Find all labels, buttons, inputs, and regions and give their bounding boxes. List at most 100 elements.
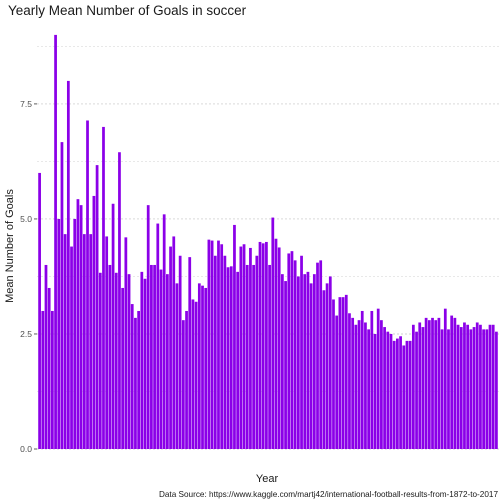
bar bbox=[268, 264, 271, 449]
bar bbox=[249, 247, 252, 449]
bar bbox=[281, 274, 284, 449]
bar bbox=[98, 272, 102, 449]
bar bbox=[201, 285, 204, 449]
bar bbox=[150, 264, 153, 449]
bar bbox=[475, 322, 479, 449]
bar bbox=[373, 333, 377, 449]
bar bbox=[66, 80, 70, 449]
bar bbox=[38, 172, 41, 449]
bar bbox=[261, 243, 265, 449]
bar bbox=[255, 255, 259, 449]
bar bbox=[265, 241, 268, 449]
bars bbox=[38, 34, 498, 450]
bar bbox=[440, 329, 444, 449]
bar bbox=[322, 290, 326, 449]
bar bbox=[306, 271, 310, 449]
bar bbox=[220, 244, 224, 449]
watermark-text: 头条 @AI中国 bbox=[422, 477, 498, 492]
bar bbox=[376, 308, 380, 449]
bar bbox=[332, 299, 335, 449]
bar bbox=[185, 310, 188, 449]
bar bbox=[434, 320, 438, 449]
data-source-caption: Data Source: https://www.kaggle.com/mart… bbox=[159, 490, 498, 499]
bar bbox=[54, 34, 57, 450]
bar bbox=[127, 274, 131, 449]
bar bbox=[194, 301, 198, 449]
bar bbox=[408, 340, 412, 449]
bar bbox=[485, 329, 489, 449]
bar bbox=[86, 120, 89, 449]
bar bbox=[495, 331, 498, 449]
bar bbox=[482, 329, 485, 449]
bar bbox=[335, 315, 339, 449]
bar bbox=[175, 283, 179, 449]
bar bbox=[274, 238, 278, 449]
bar bbox=[296, 276, 300, 449]
bar bbox=[130, 304, 134, 449]
bar bbox=[479, 324, 482, 449]
bar bbox=[453, 317, 457, 449]
bar bbox=[456, 324, 460, 449]
bar bbox=[143, 278, 147, 449]
bar bbox=[258, 241, 262, 449]
bar bbox=[118, 152, 121, 450]
bar bbox=[348, 313, 351, 449]
bar bbox=[70, 246, 73, 449]
bar bbox=[89, 234, 93, 449]
bar bbox=[210, 240, 214, 449]
bar bbox=[367, 329, 370, 449]
bar bbox=[229, 266, 233, 449]
bar bbox=[239, 246, 243, 449]
bar bbox=[44, 264, 48, 449]
bar bbox=[319, 260, 323, 449]
bar bbox=[51, 310, 54, 449]
bar bbox=[447, 329, 450, 449]
bar bbox=[389, 333, 393, 449]
bar bbox=[92, 195, 96, 449]
bar bbox=[293, 260, 297, 449]
bar bbox=[111, 203, 115, 449]
bar bbox=[108, 264, 112, 449]
chart-title: Yearly Mean Number of Goals in soccer bbox=[8, 3, 247, 18]
bar bbox=[469, 329, 473, 449]
bar bbox=[392, 340, 396, 449]
bar bbox=[162, 214, 166, 449]
bar bbox=[338, 297, 342, 449]
bar bbox=[140, 271, 144, 449]
bar bbox=[159, 269, 163, 449]
bar bbox=[402, 345, 406, 449]
bar bbox=[312, 274, 316, 449]
bar bbox=[57, 218, 61, 449]
bar bbox=[284, 281, 287, 449]
bar bbox=[424, 317, 428, 449]
bar bbox=[431, 317, 434, 449]
bar bbox=[351, 317, 355, 449]
y-tick-label: 2.5 bbox=[20, 329, 32, 339]
bar bbox=[380, 320, 383, 449]
bar bbox=[325, 283, 329, 449]
bar bbox=[418, 322, 422, 449]
bar bbox=[223, 255, 227, 449]
bar bbox=[459, 327, 463, 449]
bar bbox=[421, 327, 425, 449]
bar bbox=[328, 276, 332, 449]
bar bbox=[396, 338, 399, 449]
bar bbox=[287, 253, 291, 449]
bar bbox=[364, 322, 367, 449]
bar bbox=[197, 283, 201, 449]
x-axis-title: Year bbox=[256, 473, 279, 485]
bar bbox=[102, 126, 105, 450]
bar bbox=[95, 165, 99, 450]
bar bbox=[303, 274, 307, 449]
bar bbox=[309, 283, 313, 449]
bar bbox=[233, 224, 236, 449]
bar bbox=[344, 294, 348, 449]
y-tick-label: 5.0 bbox=[20, 214, 32, 224]
bar bbox=[207, 239, 211, 449]
bar bbox=[242, 244, 246, 449]
bar bbox=[357, 320, 361, 449]
bar bbox=[472, 327, 476, 449]
bar bbox=[386, 331, 390, 449]
bar bbox=[491, 324, 495, 449]
